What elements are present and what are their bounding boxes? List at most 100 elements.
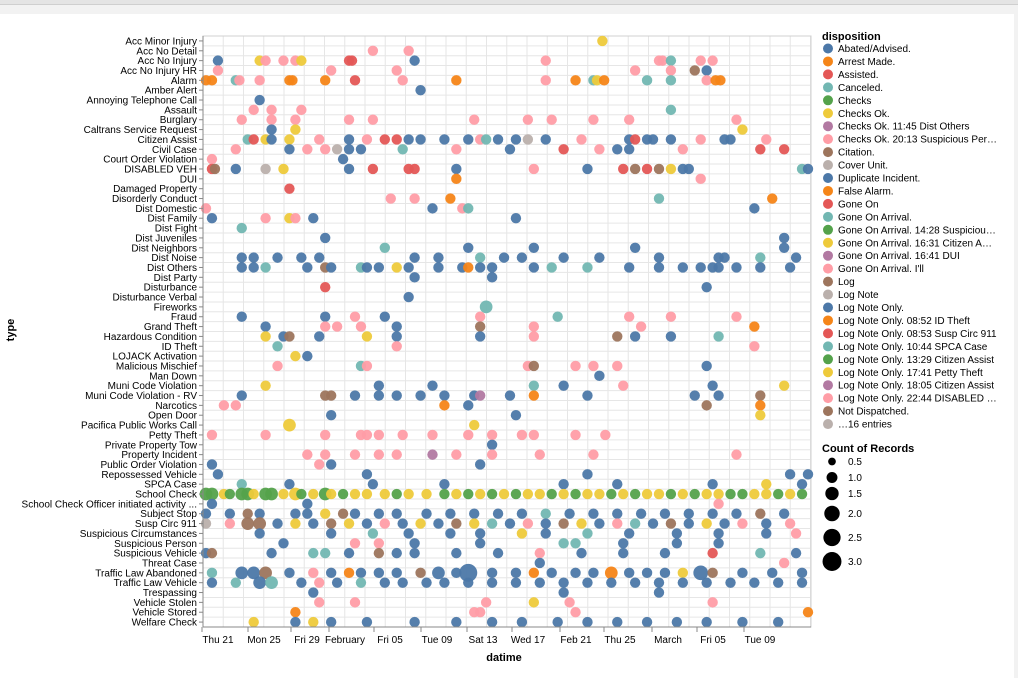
data-point [653,488,665,500]
legend: disposition Count of Records Abated/Advi… [822,31,997,571]
data-point [558,577,569,588]
data-point [576,547,587,559]
data-point [695,173,706,185]
data-point [427,203,438,214]
data-point [325,488,337,500]
data-point [325,410,337,421]
data-point [463,134,474,145]
y-tick-label: LOJACK Activation [113,352,197,363]
data-point [474,528,486,539]
data-point [665,488,677,500]
data-point [469,508,480,519]
legend-size-title: Count of Records [822,443,914,455]
data-point [558,144,569,155]
data-point [778,508,790,519]
data-point [439,488,450,500]
data-point [486,518,498,529]
data-point [451,144,462,155]
legend-color-label: Gone On [838,199,879,210]
data-point [570,429,581,441]
data-point [755,390,766,401]
data-point [290,518,301,529]
data-point [778,557,790,569]
data-point [749,341,760,352]
data-point [784,262,796,273]
data-point [606,488,617,500]
data-point [719,252,730,263]
y-tick-label: Alarm [171,76,197,87]
data-point [314,597,325,608]
legend-color-swatch [823,341,833,352]
data-point [594,370,605,382]
data-point [558,488,569,500]
data-point [594,144,605,155]
legend-color-swatch [823,354,833,365]
data-point [796,488,808,500]
data-point [224,508,236,519]
data-point [761,134,772,145]
y-tick-label: Grand Theft [144,322,197,333]
data-point [320,547,331,559]
y-tick-label: School Check Officer initiated activity … [22,499,197,510]
data-point [206,567,218,579]
data-point [802,607,814,618]
data-point [355,144,367,155]
data-point [234,75,245,86]
y-tick-label: Acc No Injury HR [120,66,197,77]
data-point [486,429,498,441]
data-point [612,144,623,155]
legend-size-label: 2.5 [848,533,862,544]
data-point [540,134,551,145]
data-point [552,311,563,322]
data-point [290,616,301,628]
data-point [320,75,331,86]
legend-color-label: Log Note Only. [838,303,904,314]
data-point [713,331,724,342]
data-point [749,321,760,332]
data-point [761,528,772,539]
legend-color-swatch [823,43,833,54]
data-point [415,134,426,145]
data-point [522,134,534,145]
y-tick-label: Dist Domestic [135,204,197,215]
data-point [618,547,629,559]
data-point [558,380,569,391]
data-point [343,144,355,155]
data-point [755,410,766,421]
data-point [230,144,242,155]
data-point [474,262,486,273]
data-point [749,488,760,500]
data-point [498,252,510,263]
data-point [451,173,462,185]
data-point [564,508,575,519]
data-point [224,518,236,529]
y-axis-title: type [5,319,17,342]
data-point [588,360,599,372]
data-point [790,528,802,539]
data-point [778,232,790,244]
data-point [433,518,444,529]
legend-color-swatch [823,328,833,339]
data-point [558,252,569,263]
data-point [451,488,462,500]
data-point [308,547,319,559]
data-point [403,134,414,145]
data-point [618,538,629,549]
data-point [480,134,492,145]
data-point [516,429,528,441]
data-point [558,538,569,549]
data-point [534,449,545,460]
data-point [671,528,683,539]
data-point [492,508,504,519]
data-point [474,607,486,618]
data-point [302,350,313,362]
legend-color-label: Cover Unit. [838,161,888,172]
data-point [463,429,474,441]
data-point [236,478,247,490]
data-point [272,341,283,352]
data-point [790,547,802,559]
data-point [522,114,534,125]
y-tick-label: Disorderly Conduct [112,194,197,205]
data-point [784,518,796,529]
legend-color-swatch [823,95,833,106]
